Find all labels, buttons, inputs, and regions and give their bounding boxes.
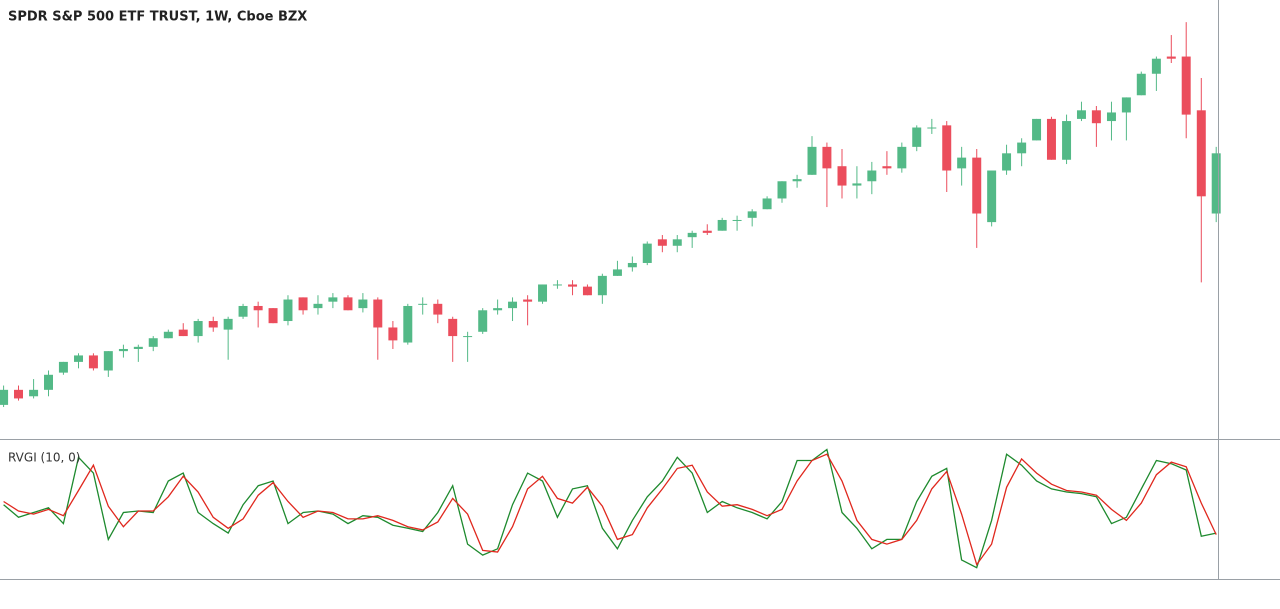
candle-body [627, 262, 637, 268]
candle-body [897, 146, 907, 169]
candle-body [687, 232, 697, 238]
candle-body [268, 308, 278, 324]
candle-body [493, 308, 503, 311]
candle-body [1166, 56, 1176, 59]
candle-body [957, 157, 967, 169]
candle-body [14, 389, 23, 399]
candle-body [972, 157, 982, 214]
candle-body [1062, 121, 1072, 160]
candle-body [582, 286, 592, 296]
candle-body [762, 198, 772, 210]
candle-body [433, 303, 443, 315]
candle-body [523, 299, 533, 302]
candle-body [148, 338, 158, 347]
candle-body [163, 331, 173, 339]
candle-body [58, 361, 68, 373]
candle-body [1151, 58, 1161, 74]
candle-body [88, 355, 98, 369]
candle-body [672, 239, 682, 246]
candle-body [657, 239, 667, 246]
candle-body [238, 305, 248, 317]
candle-body [1106, 112, 1116, 122]
candle-body [178, 329, 188, 337]
candle-body [1076, 110, 1086, 119]
candle-body [29, 389, 39, 397]
candle-body [193, 321, 203, 337]
candle-body [448, 318, 458, 337]
candle-body [837, 166, 847, 186]
candle-body [1136, 73, 1146, 96]
candle-body [508, 301, 518, 309]
candle-body [478, 310, 488, 332]
candle-body [223, 318, 233, 330]
candle-body [103, 351, 113, 371]
candle-body [74, 355, 83, 362]
candle-body [568, 284, 578, 287]
candle-body [538, 284, 548, 302]
candle-body [133, 346, 143, 349]
candle-body [642, 243, 652, 263]
candle-body [373, 299, 383, 328]
candle-body [552, 284, 562, 286]
candle-body [597, 275, 607, 296]
candle-body [942, 125, 952, 171]
candle-body [867, 170, 877, 182]
candle-body [717, 219, 727, 231]
candle-body [343, 297, 353, 311]
indicator-title: RVGI (10, 0) [8, 451, 80, 465]
candle-body [298, 297, 308, 311]
candle-body [403, 305, 413, 343]
indicator-line [3, 453, 1217, 567]
candle-body [388, 327, 398, 341]
candle-body [283, 299, 293, 322]
candle-body [1196, 110, 1206, 197]
candle-body [1181, 56, 1191, 115]
candle-body [732, 219, 742, 221]
candle-body [118, 348, 128, 352]
candle-body [328, 297, 338, 302]
candle-body [418, 303, 428, 305]
candle-body [208, 321, 218, 328]
candle-body [1017, 142, 1027, 154]
candle-body [612, 269, 622, 276]
candle-body [1091, 110, 1101, 124]
candle-body [463, 336, 473, 338]
candle-body [1032, 118, 1042, 141]
candle-body [912, 127, 922, 147]
candle-body [852, 183, 862, 186]
candle-body [1211, 153, 1221, 214]
candle-body [792, 179, 802, 182]
candle-body [822, 146, 832, 169]
candle-body [882, 166, 892, 169]
candle-body [927, 127, 937, 129]
marks [0, 22, 1221, 569]
candle-body [987, 170, 997, 223]
candle-body [1121, 97, 1131, 113]
candle-body [702, 230, 712, 233]
candle-body [253, 305, 263, 311]
candle-body [1002, 153, 1012, 171]
candle-body [358, 299, 368, 309]
candle-body [0, 389, 9, 405]
indicator-line [3, 448, 1217, 569]
candle-body [747, 211, 757, 218]
candle-body [1046, 118, 1056, 160]
candle-body [44, 374, 53, 390]
chart-title: SPDR S&P 500 ETF TRUST, 1W, Cboe BZX [8, 10, 307, 25]
candle-body [313, 303, 323, 309]
candle-body [807, 146, 817, 175]
candle-body [777, 181, 787, 199]
